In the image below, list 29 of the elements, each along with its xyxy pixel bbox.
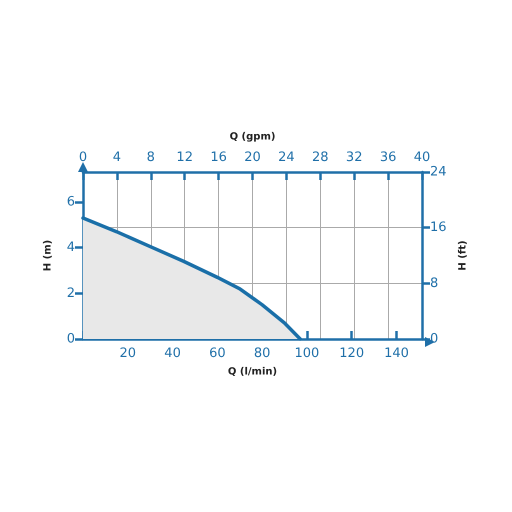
x-tick-label: 120 bbox=[339, 346, 364, 361]
y2-axis-title: H (ft) bbox=[458, 240, 468, 271]
x-tick-label: 140 bbox=[384, 346, 409, 361]
x2-tick-label: 32 bbox=[346, 150, 362, 165]
x-tick-label: 40 bbox=[164, 346, 181, 361]
x2-axis-title: Q (gpm) bbox=[230, 132, 276, 142]
x-tick-label: 100 bbox=[294, 346, 320, 361]
y-tick-label: 2 bbox=[66, 286, 75, 301]
x2-tick-label: 4 bbox=[112, 150, 122, 165]
x2-tick-label: 8 bbox=[146, 150, 155, 165]
x2-tick-label: 36 bbox=[380, 150, 396, 165]
y-tick-label: 0 bbox=[66, 332, 75, 346]
y2-tick-label: 8 bbox=[430, 276, 438, 291]
y-tick-label: 6 bbox=[66, 194, 75, 210]
y2-tick-label: 24 bbox=[430, 164, 447, 180]
x-axis-title: Q (l/min) bbox=[228, 366, 278, 378]
x-tick-label: 60 bbox=[209, 346, 226, 361]
y-axis-title: H (m) bbox=[42, 240, 54, 272]
y2-tick-label: 16 bbox=[430, 220, 447, 236]
x2-tick-label: 20 bbox=[244, 150, 261, 165]
x-tick-label: 20 bbox=[120, 346, 136, 361]
x2-tick-label: 28 bbox=[312, 150, 329, 165]
x-tick-label: 80 bbox=[254, 346, 270, 361]
x2-tick-label: 0 bbox=[78, 150, 88, 165]
y-tick-label: 4 bbox=[66, 240, 75, 256]
x2-tick-label: 16 bbox=[210, 150, 227, 165]
x2-tick-label: 40 bbox=[414, 150, 430, 165]
x2-tick-label: 12 bbox=[176, 150, 193, 165]
x2-tick-label: 24 bbox=[278, 150, 295, 165]
